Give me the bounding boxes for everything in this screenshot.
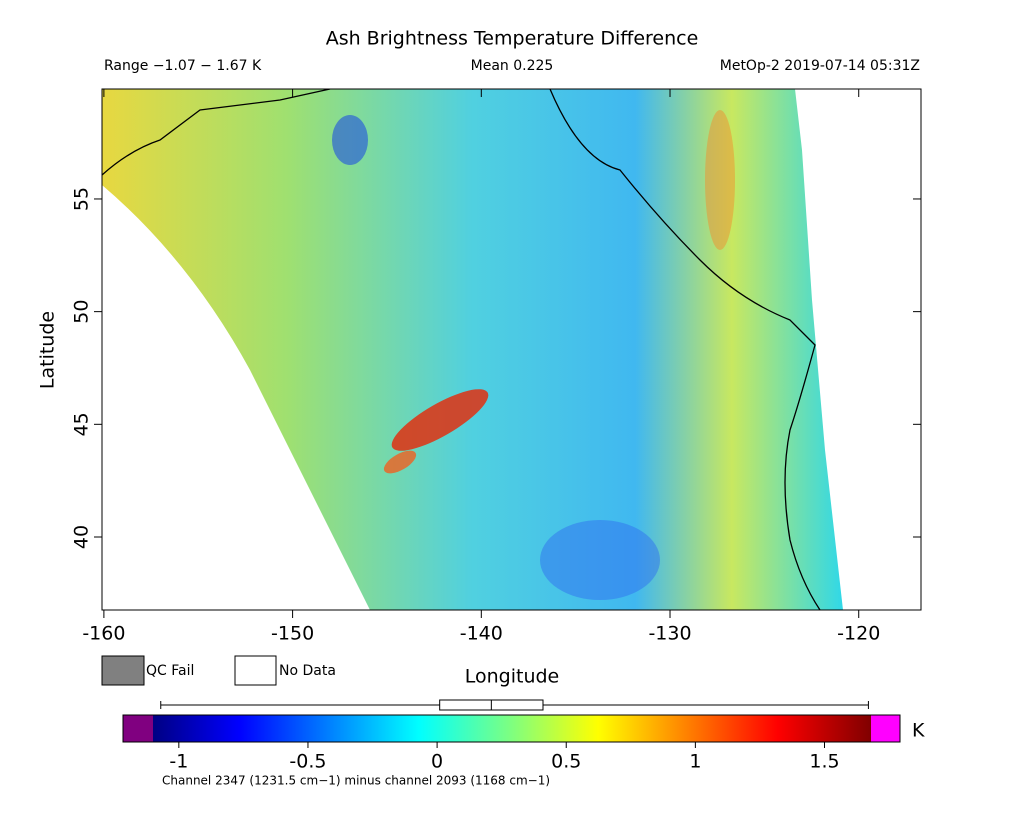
- y-tick-label: 50: [71, 300, 93, 324]
- y-tick-label: 45: [71, 412, 93, 436]
- swath: [102, 89, 843, 610]
- source-label: MetOp-2 2019-07-14 05:31Z: [720, 58, 920, 74]
- legend-swatch: [234, 655, 277, 686]
- legend-swatch: [101, 655, 145, 686]
- x-tick-label: -150: [271, 623, 314, 645]
- legend-label: QC Fail: [146, 663, 194, 679]
- range-label: Range −1.07 − 1.67 K: [104, 58, 262, 74]
- x-tick-label: -130: [648, 623, 691, 645]
- above-range-swatch: [871, 715, 900, 742]
- title: Ash Brightness Temperature Difference: [326, 28, 699, 50]
- caption: Channel 2347 (1231.5 cm−1) minus channel…: [162, 774, 550, 788]
- colorbar-tick-label: 1.5: [809, 751, 839, 773]
- colorbar: [153, 715, 871, 742]
- colorbar-tick-label: -0.5: [289, 751, 326, 773]
- x-tick-label: -160: [82, 623, 125, 645]
- y-tick-label: 55: [71, 187, 93, 211]
- x-axis-label: Longitude: [465, 666, 560, 688]
- x-tick-label: -120: [837, 623, 880, 645]
- below-range-swatch: [123, 715, 153, 742]
- colorbar-tick-label: 0: [431, 751, 443, 773]
- x-tick-label: -140: [460, 623, 503, 645]
- plot-frame: [101, 88, 922, 611]
- legend-label: No Data: [279, 663, 336, 679]
- mean-label: Mean 0.225: [471, 58, 554, 74]
- y-axis-label: Latitude: [37, 311, 59, 389]
- colorbar-tick-label: 1: [689, 751, 701, 773]
- y-tick-label: 40: [71, 525, 93, 549]
- colorbar-unit: K: [912, 720, 925, 742]
- colorbar-frame: [122, 714, 901, 743]
- colorbar-tick-label: 0.5: [551, 751, 581, 773]
- colorbar-tick-label: -1: [169, 751, 188, 773]
